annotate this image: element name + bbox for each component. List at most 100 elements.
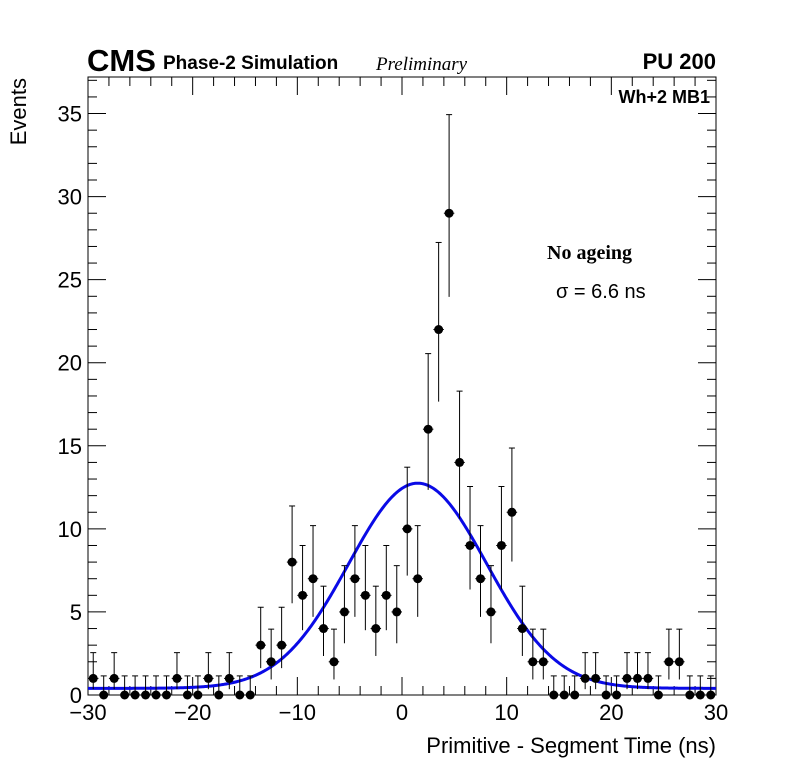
- data-marker: [423, 424, 433, 434]
- data-marker: [319, 624, 328, 634]
- y-tick-label: 15: [58, 434, 82, 459]
- data-marker: [455, 457, 465, 467]
- data-marker: [371, 624, 381, 634]
- data-point: [119, 675, 130, 700]
- data-marker: [214, 690, 224, 700]
- data-point: [642, 652, 654, 690]
- data-marker: [245, 690, 255, 700]
- data-point: [182, 675, 193, 700]
- data-point: [663, 628, 675, 680]
- data-marker: [151, 690, 161, 700]
- data-point: [286, 505, 298, 604]
- data-marker: [256, 640, 266, 650]
- data-point: [192, 675, 204, 700]
- data-marker: [695, 690, 705, 700]
- data-marker: [486, 607, 496, 617]
- data-point: [140, 675, 151, 700]
- y-tick-label: 30: [58, 185, 82, 210]
- cms-label: CMS: [87, 43, 156, 78]
- data-point: [538, 628, 549, 680]
- data-point: [276, 606, 287, 669]
- y-tick-label: 25: [58, 268, 82, 293]
- data-marker: [277, 640, 287, 650]
- data-point: [569, 675, 580, 700]
- data-marker: [507, 507, 517, 517]
- data-point: [517, 585, 528, 656]
- data-marker: [193, 690, 203, 700]
- x-tick-label: 30: [704, 700, 728, 725]
- data-point: [391, 565, 402, 644]
- data-marker: [381, 590, 391, 600]
- data-marker: [653, 690, 663, 700]
- data-point: [328, 628, 340, 680]
- phase2-simulation-label: Phase-2 Simulation: [163, 53, 338, 74]
- data-point: [684, 675, 696, 700]
- data-marker: [88, 673, 98, 683]
- data-point: [98, 675, 109, 700]
- data-marker: [444, 208, 454, 218]
- data-marker: [674, 657, 684, 667]
- data-point: [318, 585, 329, 656]
- data-marker: [612, 690, 622, 700]
- x-tick-label: 20: [599, 700, 623, 725]
- data-marker: [172, 673, 182, 683]
- data-marker: [538, 657, 548, 667]
- y-tick-label: 0: [70, 683, 82, 708]
- data-marker: [402, 524, 412, 534]
- data-marker: [109, 673, 119, 683]
- x-tick-label: −20: [174, 700, 211, 725]
- y-tick-label: 35: [58, 102, 82, 127]
- y-tick-label: 10: [58, 517, 82, 542]
- data-point: [224, 652, 235, 690]
- data-marker: [413, 574, 423, 584]
- data-point: [412, 525, 423, 617]
- data-marker: [517, 624, 527, 634]
- data-point: [485, 565, 497, 644]
- data-marker: [528, 657, 538, 667]
- data-marker: [643, 673, 653, 683]
- data-marker: [99, 690, 109, 700]
- data-marker: [224, 673, 234, 683]
- plot-frame: [87, 76, 717, 696]
- data-point: [381, 544, 392, 631]
- data-point: [339, 565, 350, 644]
- data-marker: [496, 540, 506, 550]
- data-point: [653, 675, 664, 700]
- data-point: [548, 675, 559, 700]
- data-marker: [706, 690, 716, 700]
- data-marker: [559, 690, 569, 700]
- data-point: [360, 544, 371, 631]
- data-marker: [685, 690, 695, 700]
- data-point: [559, 675, 570, 700]
- x-axis-title: Primitive - Segment Time (ns): [426, 733, 716, 758]
- data-point: [674, 628, 685, 680]
- preliminary-label: Preliminary: [375, 54, 468, 75]
- data-point: [579, 652, 591, 690]
- data-point: [422, 353, 434, 490]
- data-marker: [633, 673, 642, 683]
- data-point: [88, 652, 99, 690]
- data-marker: [339, 607, 349, 617]
- data-marker: [360, 590, 370, 600]
- data-point: [443, 114, 455, 297]
- data-point: [265, 628, 277, 680]
- data-marker: [591, 673, 601, 683]
- fit-curve: [88, 481, 716, 690]
- data-marker: [329, 657, 339, 667]
- data-point: [475, 525, 486, 617]
- data-point: [590, 652, 601, 690]
- data-point: [433, 241, 444, 402]
- data-marker: [130, 690, 140, 700]
- data-marker: [601, 690, 611, 700]
- data-point: [527, 628, 539, 680]
- y-axis-title: Events: [6, 78, 31, 145]
- data-marker: [162, 690, 171, 700]
- data-marker: [182, 690, 192, 700]
- data-point: [506, 447, 518, 562]
- data-marker: [622, 673, 632, 683]
- data-point: [621, 652, 633, 690]
- data-point: [255, 606, 266, 669]
- x-tick-label: −30: [69, 700, 106, 725]
- data-marker: [570, 690, 580, 700]
- data-marker: [664, 657, 674, 667]
